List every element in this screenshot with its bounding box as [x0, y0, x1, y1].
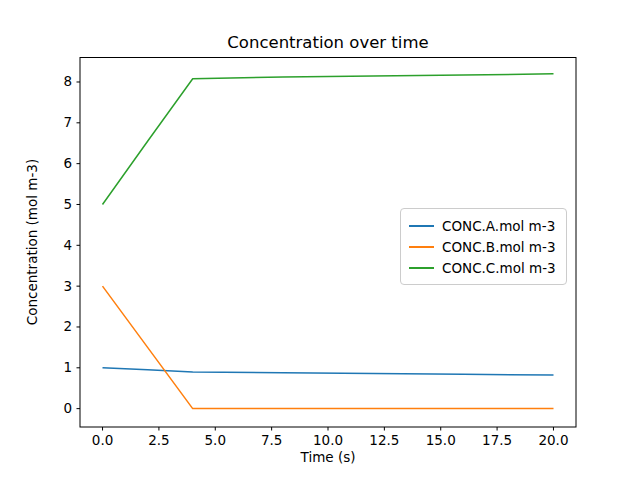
chart-title: Concentration over time [80, 33, 576, 52]
y-tick-label: 7 [63, 114, 72, 130]
legend-label: CONC.A.mol m-3 [442, 218, 555, 234]
y-tick-label: 8 [63, 73, 72, 89]
y-tick-label: 3 [63, 278, 72, 294]
y-tick-label: 6 [63, 155, 72, 171]
x-tick-label: 0.0 [92, 432, 113, 448]
y-axis-label: Concentration (mol m-3) [24, 159, 40, 325]
legend: CONC.A.mol m-3 CONC.B.mol m-3 CONC.C.mol m… [400, 208, 567, 285]
x-tick-label: 5.0 [205, 432, 226, 448]
x-tick-label: 2.5 [148, 432, 169, 448]
legend-line-swatch [409, 246, 434, 248]
legend-label: CONC.C.mol m-3 [442, 260, 556, 276]
y-tick-label: 0 [63, 400, 72, 416]
x-tick-label: 7.5 [261, 432, 282, 448]
figure-canvas: 0.0 2.5 5.0 7.5 10.0 12.5 15.0 17.5 20.0 0 1 2 3 4 5 6 7… [0, 0, 640, 480]
x-tick-label: 12.5 [369, 432, 399, 448]
x-axis-label: Time (s) [80, 449, 576, 465]
y-tick-label: 2 [63, 318, 72, 334]
y-tick-label: 1 [63, 359, 72, 375]
legend-line-swatch [409, 267, 434, 269]
x-tick-label: 20.0 [538, 432, 568, 448]
legend-label: CONC.B.mol m-3 [442, 239, 555, 255]
y-tick-label: 5 [63, 196, 72, 212]
legend-entry: CONC.A.mol m-3 [409, 215, 556, 236]
legend-entry: CONC.B.mol m-3 [409, 236, 556, 257]
x-tick-label: 17.5 [482, 432, 512, 448]
legend-line-swatch [409, 225, 434, 227]
legend-entry: CONC.C.mol m-3 [409, 257, 556, 278]
x-tick-label: 15.0 [426, 432, 456, 448]
y-tick-label: 4 [63, 237, 72, 253]
x-tick-label: 10.0 [313, 432, 343, 448]
